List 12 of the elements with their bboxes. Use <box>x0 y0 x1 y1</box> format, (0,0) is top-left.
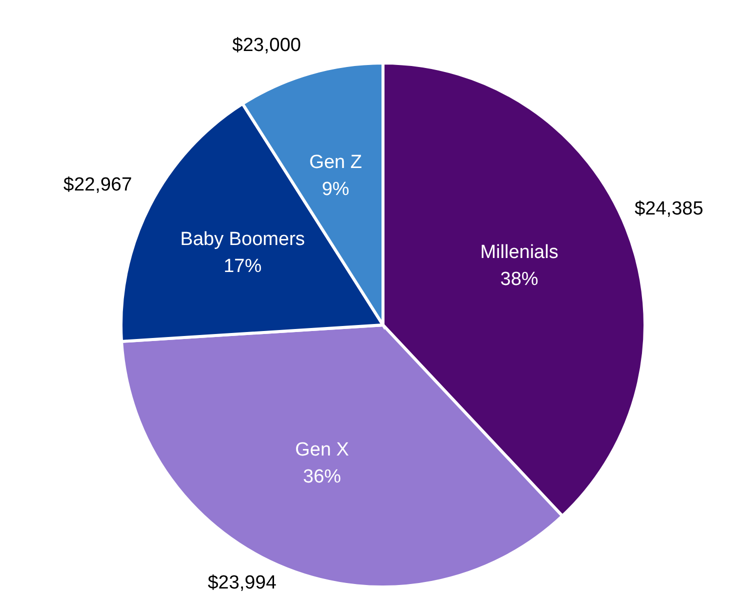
slice-label: Gen X <box>295 439 350 460</box>
data-label: 9% <box>322 179 350 200</box>
text: $22,967 <box>63 174 132 196</box>
slice-label: Millenials <box>480 242 558 264</box>
slice-label: Gen Z <box>309 152 362 174</box>
text: $23,994 <box>208 572 277 594</box>
data-label: 38% <box>500 269 538 290</box>
text: $23,000 <box>232 34 301 56</box>
text: $24,385 <box>634 198 704 220</box>
data-label: 36% <box>303 466 342 488</box>
data-label: 17% <box>224 256 262 278</box>
slice-label: Baby Boomers <box>180 229 305 250</box>
